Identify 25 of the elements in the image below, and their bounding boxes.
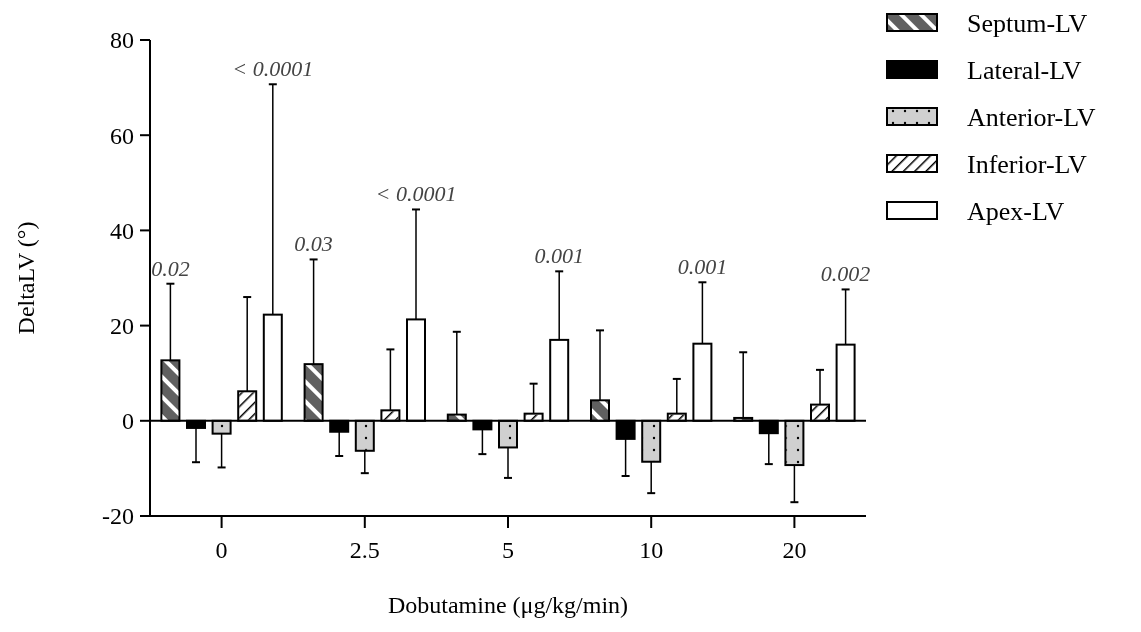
annotation: < 0.0001 xyxy=(232,56,314,82)
legend-label: Apex-LV xyxy=(967,197,1065,227)
annotation: 0.001 xyxy=(534,243,584,269)
legend-label: Lateral-LV xyxy=(967,56,1082,86)
x-tick-label: 20 xyxy=(782,537,807,563)
legend-label: Inferior-LV xyxy=(967,150,1088,180)
x-tick-label: 0 xyxy=(215,537,228,563)
y-tick-label: 40 xyxy=(110,217,134,244)
x-tick-label: 10 xyxy=(639,537,664,563)
y-tick-label: 60 xyxy=(110,122,134,149)
y-tick-label: 20 xyxy=(110,313,134,339)
x-tick-label: 2.5 xyxy=(349,537,380,563)
annotation: 0.002 xyxy=(820,261,871,287)
y-tick-label: -20 xyxy=(102,503,134,530)
x-axis-title: Dobutamine (μg/kg/min) xyxy=(387,592,629,618)
y-tick-label: 0 xyxy=(122,408,134,435)
annotation: 0.02 xyxy=(151,255,190,281)
y-tick-label: 80 xyxy=(110,27,134,54)
legend-label: Anterior-LV xyxy=(967,103,1096,133)
annotation: 0.001 xyxy=(677,254,728,280)
y-axis-title: DeltaLV (°) xyxy=(13,221,39,335)
annotation: < 0.0001 xyxy=(375,181,457,207)
annotation: 0.03 xyxy=(294,231,333,257)
legend-label: Septum-LV xyxy=(967,9,1088,39)
x-tick-label: 5 xyxy=(502,537,514,563)
